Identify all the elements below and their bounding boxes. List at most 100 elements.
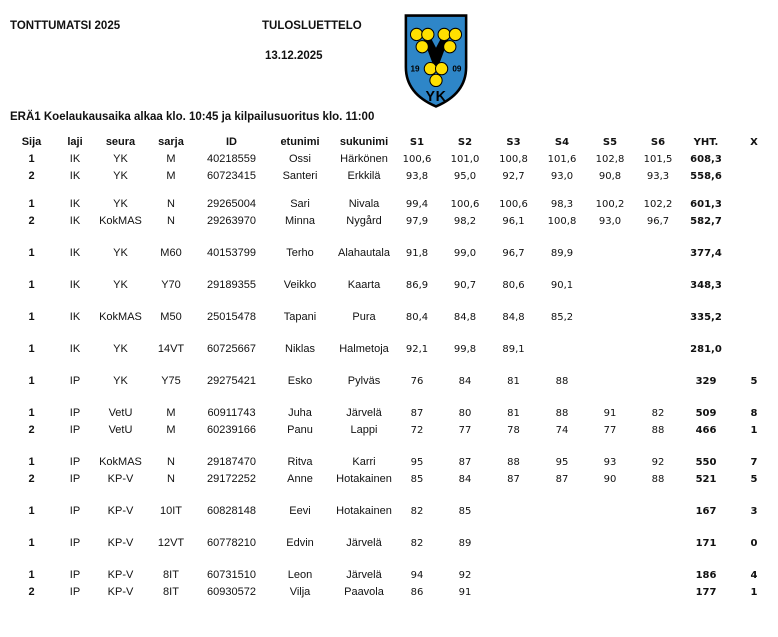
- cell-sarja: N: [167, 473, 175, 485]
- cell-seura: YK: [113, 279, 128, 291]
- result-row: 1 IP KP-V 10IT 60828148 Eevi Hotakainen 82 85 167…: [10, 503, 778, 520]
- cell-seura: YK: [113, 170, 128, 182]
- cell-etunimi: Esko: [287, 375, 313, 387]
- cell-s3: 88: [507, 457, 520, 468]
- cell-sukunimi: Pura: [352, 311, 376, 323]
- result-row: 1 IK YK Y70 29189355 Veikko Kaarta 86,9 90,7 80,6…: [10, 277, 778, 294]
- cell-s4: 89,9: [550, 248, 574, 259]
- logo-initials: YK: [426, 89, 447, 105]
- cell-sarja: Y75: [161, 375, 181, 387]
- cell-s1: 86,9: [405, 280, 429, 291]
- cell-s4: 74: [555, 425, 569, 436]
- cell-yht: 509: [695, 408, 717, 419]
- cell-seura: YK: [113, 198, 128, 210]
- cell-s2: 84,8: [453, 312, 477, 323]
- cell-s4: 95: [555, 457, 569, 468]
- cell-sija: 1: [28, 407, 35, 419]
- document-type-title: TULOSLUETTELO: [262, 20, 362, 32]
- cell-s4: 98,3: [550, 199, 574, 210]
- cell-s2: 100,6: [450, 199, 480, 210]
- cell-seura: KokMAS: [99, 215, 142, 227]
- cell-s6: 88: [651, 474, 665, 485]
- cell-id: 60778210: [207, 537, 256, 549]
- cell-id: 40218559: [207, 153, 256, 165]
- logo-v-mark: [422, 37, 450, 68]
- cell-sarja: 14VT: [157, 343, 185, 355]
- cell-laji: IK: [69, 247, 81, 259]
- cell-sukunimi: Alahautala: [338, 247, 390, 259]
- cell-s5: 93: [603, 457, 617, 468]
- cell-sarja: N: [167, 198, 175, 210]
- cell-s1: 100,6: [402, 154, 432, 165]
- cell-s2: 84: [458, 474, 472, 485]
- cell-s1: 97,9: [405, 216, 429, 227]
- cell-laji: IK: [69, 153, 81, 165]
- cell-sarja: M50: [160, 311, 182, 323]
- cell-s2: 99,0: [453, 248, 477, 259]
- cell-seura: KokMAS: [99, 456, 142, 468]
- cell-yht: 171: [695, 538, 717, 549]
- column-header-etunimi: etunimi: [280, 136, 320, 148]
- group-spacer: [10, 230, 778, 245]
- cell-x: 5: [750, 376, 758, 387]
- cell-s2: 99,8: [453, 344, 477, 355]
- cell-x: 8: [750, 408, 758, 419]
- cell-sukunimi: Härkönen: [340, 153, 388, 165]
- cell-etunimi: Terho: [286, 247, 314, 259]
- cell-yht: 582,7: [690, 216, 722, 227]
- column-header-s5: S5: [602, 137, 618, 148]
- cell-etunimi: Sari: [290, 198, 310, 210]
- result-row: 1 IK YK 14VT 60725667 Niklas Halmetoja 92,1 99,8…: [10, 341, 778, 358]
- cell-s5: [586, 341, 634, 358]
- result-row: 1 IP KP-V 12VT 60778210 Edvin Järvelä 82 89 171 0: [10, 535, 778, 552]
- cell-seura: KP-V: [107, 473, 134, 485]
- cell-sukunimi: Järvelä: [346, 537, 382, 549]
- cell-s6: 93,3: [646, 171, 670, 182]
- cell-laji: IK: [69, 215, 81, 227]
- group-spacer: [10, 439, 778, 454]
- column-header-id: ID: [226, 136, 237, 148]
- cell-sija: 2: [28, 473, 35, 485]
- cell-sija: 1: [28, 153, 35, 165]
- column-header-sarja: sarja: [158, 136, 184, 148]
- cell-seura: KP-V: [107, 537, 134, 549]
- cell-sarja: 8IT: [163, 586, 179, 598]
- cell-etunimi: Juha: [288, 407, 312, 419]
- cell-s1: 82: [410, 538, 424, 549]
- cell-s1: 92,1: [405, 344, 429, 355]
- cell-s3: 100,6: [499, 199, 528, 210]
- cell-id: 60930572: [207, 586, 256, 598]
- cell-s5: [586, 567, 634, 584]
- cell-s4: [538, 567, 586, 584]
- column-header-s3: S3: [506, 137, 521, 148]
- cell-x: [730, 341, 778, 358]
- result-row: 2 IK KokMAS N 29263970 Minna Nygård 97,9 98,2 96,…: [10, 213, 778, 230]
- cell-s2: 98,2: [453, 216, 477, 227]
- cell-x: 3: [750, 506, 758, 517]
- cell-x: 1: [750, 425, 758, 436]
- cell-s3: [489, 584, 538, 601]
- result-row: 1 IK KokMAS M50 25015478 Tapani Pura 80,4 84,8 84…: [10, 309, 778, 326]
- cell-etunimi: Ritva: [287, 456, 313, 468]
- cell-sija: 2: [28, 424, 35, 436]
- cell-s4: 93,0: [550, 171, 574, 182]
- column-header-sija: Sija: [21, 136, 42, 148]
- heat-info: ERÄ1 Koelaukausaika alkaa klo. 10:45 ja …: [10, 111, 375, 123]
- cell-s4: [538, 341, 586, 358]
- group-spacer: [10, 262, 778, 277]
- group-spacer: [10, 185, 778, 196]
- cell-s5: [586, 373, 634, 390]
- cell-seura: YK: [113, 247, 128, 259]
- group-spacer: [10, 390, 778, 405]
- cell-sarja: M60: [160, 247, 182, 259]
- cell-s6: [634, 309, 682, 326]
- cell-s1: 93,8: [405, 171, 429, 182]
- cell-seura: YK: [113, 375, 128, 387]
- cell-yht: 601,3: [690, 199, 722, 210]
- cell-etunimi: Panu: [287, 424, 313, 436]
- cell-yht: 466: [695, 425, 717, 436]
- cell-s5: [586, 503, 634, 520]
- cell-id: 60828148: [207, 505, 256, 517]
- cell-s2: 87: [458, 457, 472, 468]
